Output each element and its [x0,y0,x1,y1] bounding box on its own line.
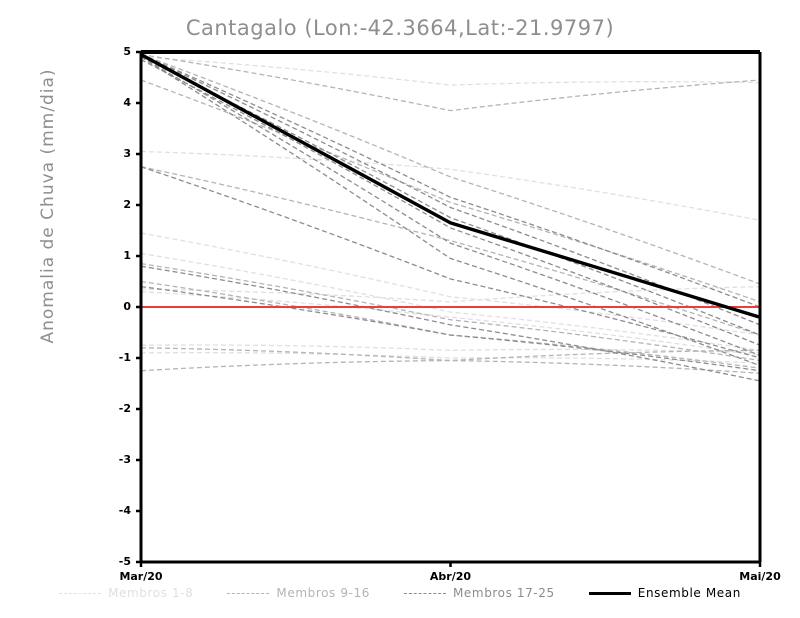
y-axis-tick-label: -5 [118,555,131,568]
y-axis-tick-label: -2 [118,402,131,415]
ensemble-mean-layer [140,53,761,319]
member-line [140,53,761,326]
member-line [140,291,761,357]
member-line [140,166,761,359]
chart-legend: Membros 1-8 Membros 9-16 Membros 17-25 Ense… [0,586,800,600]
legend-label: Membros 9-16 [276,586,370,600]
member-line [140,285,761,303]
member-line [140,285,761,372]
legend-label: Membros 17-25 [452,586,555,600]
member-line [140,56,761,336]
member-line [140,53,761,308]
member-line [140,351,761,364]
member-line [140,53,761,112]
axes-layer [136,50,762,567]
series-layer [140,53,761,382]
legend-item[interactable]: Membros 17-25 [403,586,555,600]
legend-swatch-icon [59,592,102,594]
y-axis-tick-label: -4 [118,504,131,517]
legend-label: Ensemble Mean [637,586,741,600]
member-line [140,53,761,285]
x-axis-tick-label: Mar/20 [119,570,163,583]
legend-label: Membros 1-8 [108,586,194,600]
legend-item[interactable]: Membros 1-8 [59,586,193,600]
y-axis-tick-label: 0 [123,300,131,313]
y-axis-tick-label: -1 [118,351,131,364]
ensemble-mean-line [140,53,761,319]
legend-swatch-icon [588,591,631,595]
y-axis-tick-label: 3 [123,147,131,160]
member-line [140,56,761,367]
member-line [140,349,761,372]
member-line [140,150,761,221]
y-axis-tick-label: 4 [123,96,131,109]
legend-item[interactable]: Membros 9-16 [227,586,370,600]
x-axis-tick-label: Abr/20 [429,570,472,583]
member-line [140,347,761,374]
page-title: Cantagalo (Lon:-42.3664,Lat:-21.9797) [185,16,615,40]
member-line [140,263,761,362]
legend-swatch-icon [227,592,270,594]
member-line [140,252,761,351]
member-line [140,265,761,382]
y-axis-tick-label: -3 [118,453,131,466]
member-line [140,232,761,336]
member-line [140,166,761,336]
y-axis-tick-label: 1 [123,249,131,262]
member-line [140,79,761,303]
member-line [140,344,761,354]
y-axis-tick-label: 2 [123,198,131,211]
legend-item[interactable]: Ensemble Mean [588,586,741,600]
member-line [140,56,761,357]
x-axis-tick-label: Mai/20 [739,570,781,583]
legend-swatch-icon [403,592,446,594]
member-line [140,56,761,86]
y-axis-tick-label: 5 [123,45,131,58]
